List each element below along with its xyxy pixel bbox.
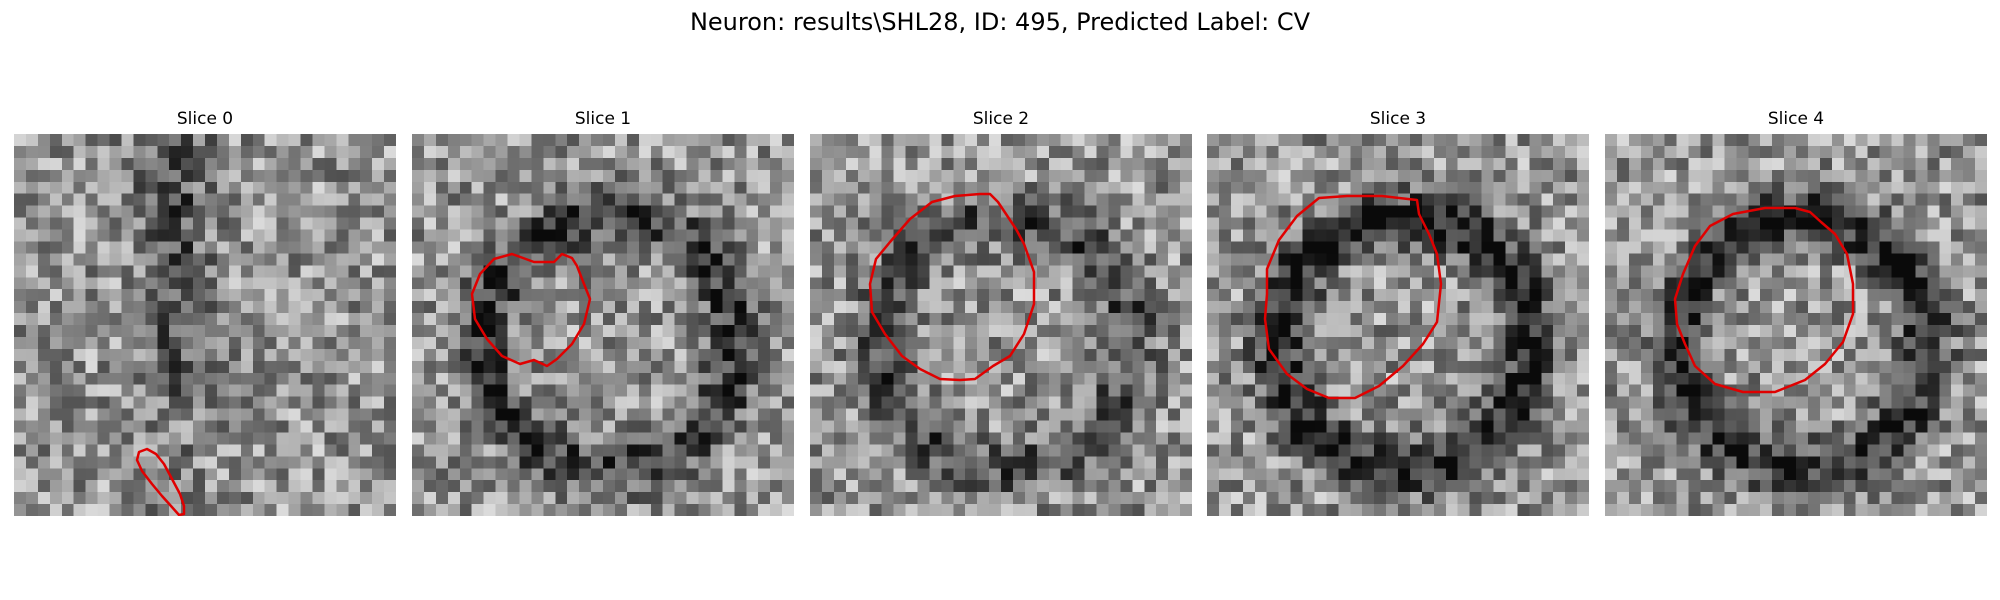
figure-title: Neuron: results\SHL28, ID: 495, Predicte…: [689, 8, 1311, 36]
neuron-contour: [1673, 206, 1855, 394]
slice-title: Slice 3: [1369, 109, 1427, 129]
neuron-contour: [135, 447, 186, 516]
slice-title: Slice 2: [972, 109, 1030, 129]
slice-image: [14, 134, 396, 516]
slice-title: Slice 4: [1767, 109, 1825, 129]
slice-panel: Slice 0: [14, 108, 396, 516]
slice-panel: Slice 1: [412, 108, 794, 516]
slice-panel: Slice 2: [810, 108, 1192, 516]
slice-panel: Slice 4: [1605, 108, 1987, 516]
slice-image: [412, 134, 794, 516]
neuron-contour: [470, 252, 592, 368]
slice-image: [1207, 134, 1589, 516]
slice-panel: Slice 3: [1207, 108, 1589, 516]
neuron-contour: [1263, 194, 1443, 400]
slice-image: [1605, 134, 1987, 516]
slice-image: [810, 134, 1192, 516]
neuron-contour: [868, 192, 1036, 382]
slice-title: Slice 1: [574, 109, 632, 129]
slice-title: Slice 0: [176, 109, 234, 129]
